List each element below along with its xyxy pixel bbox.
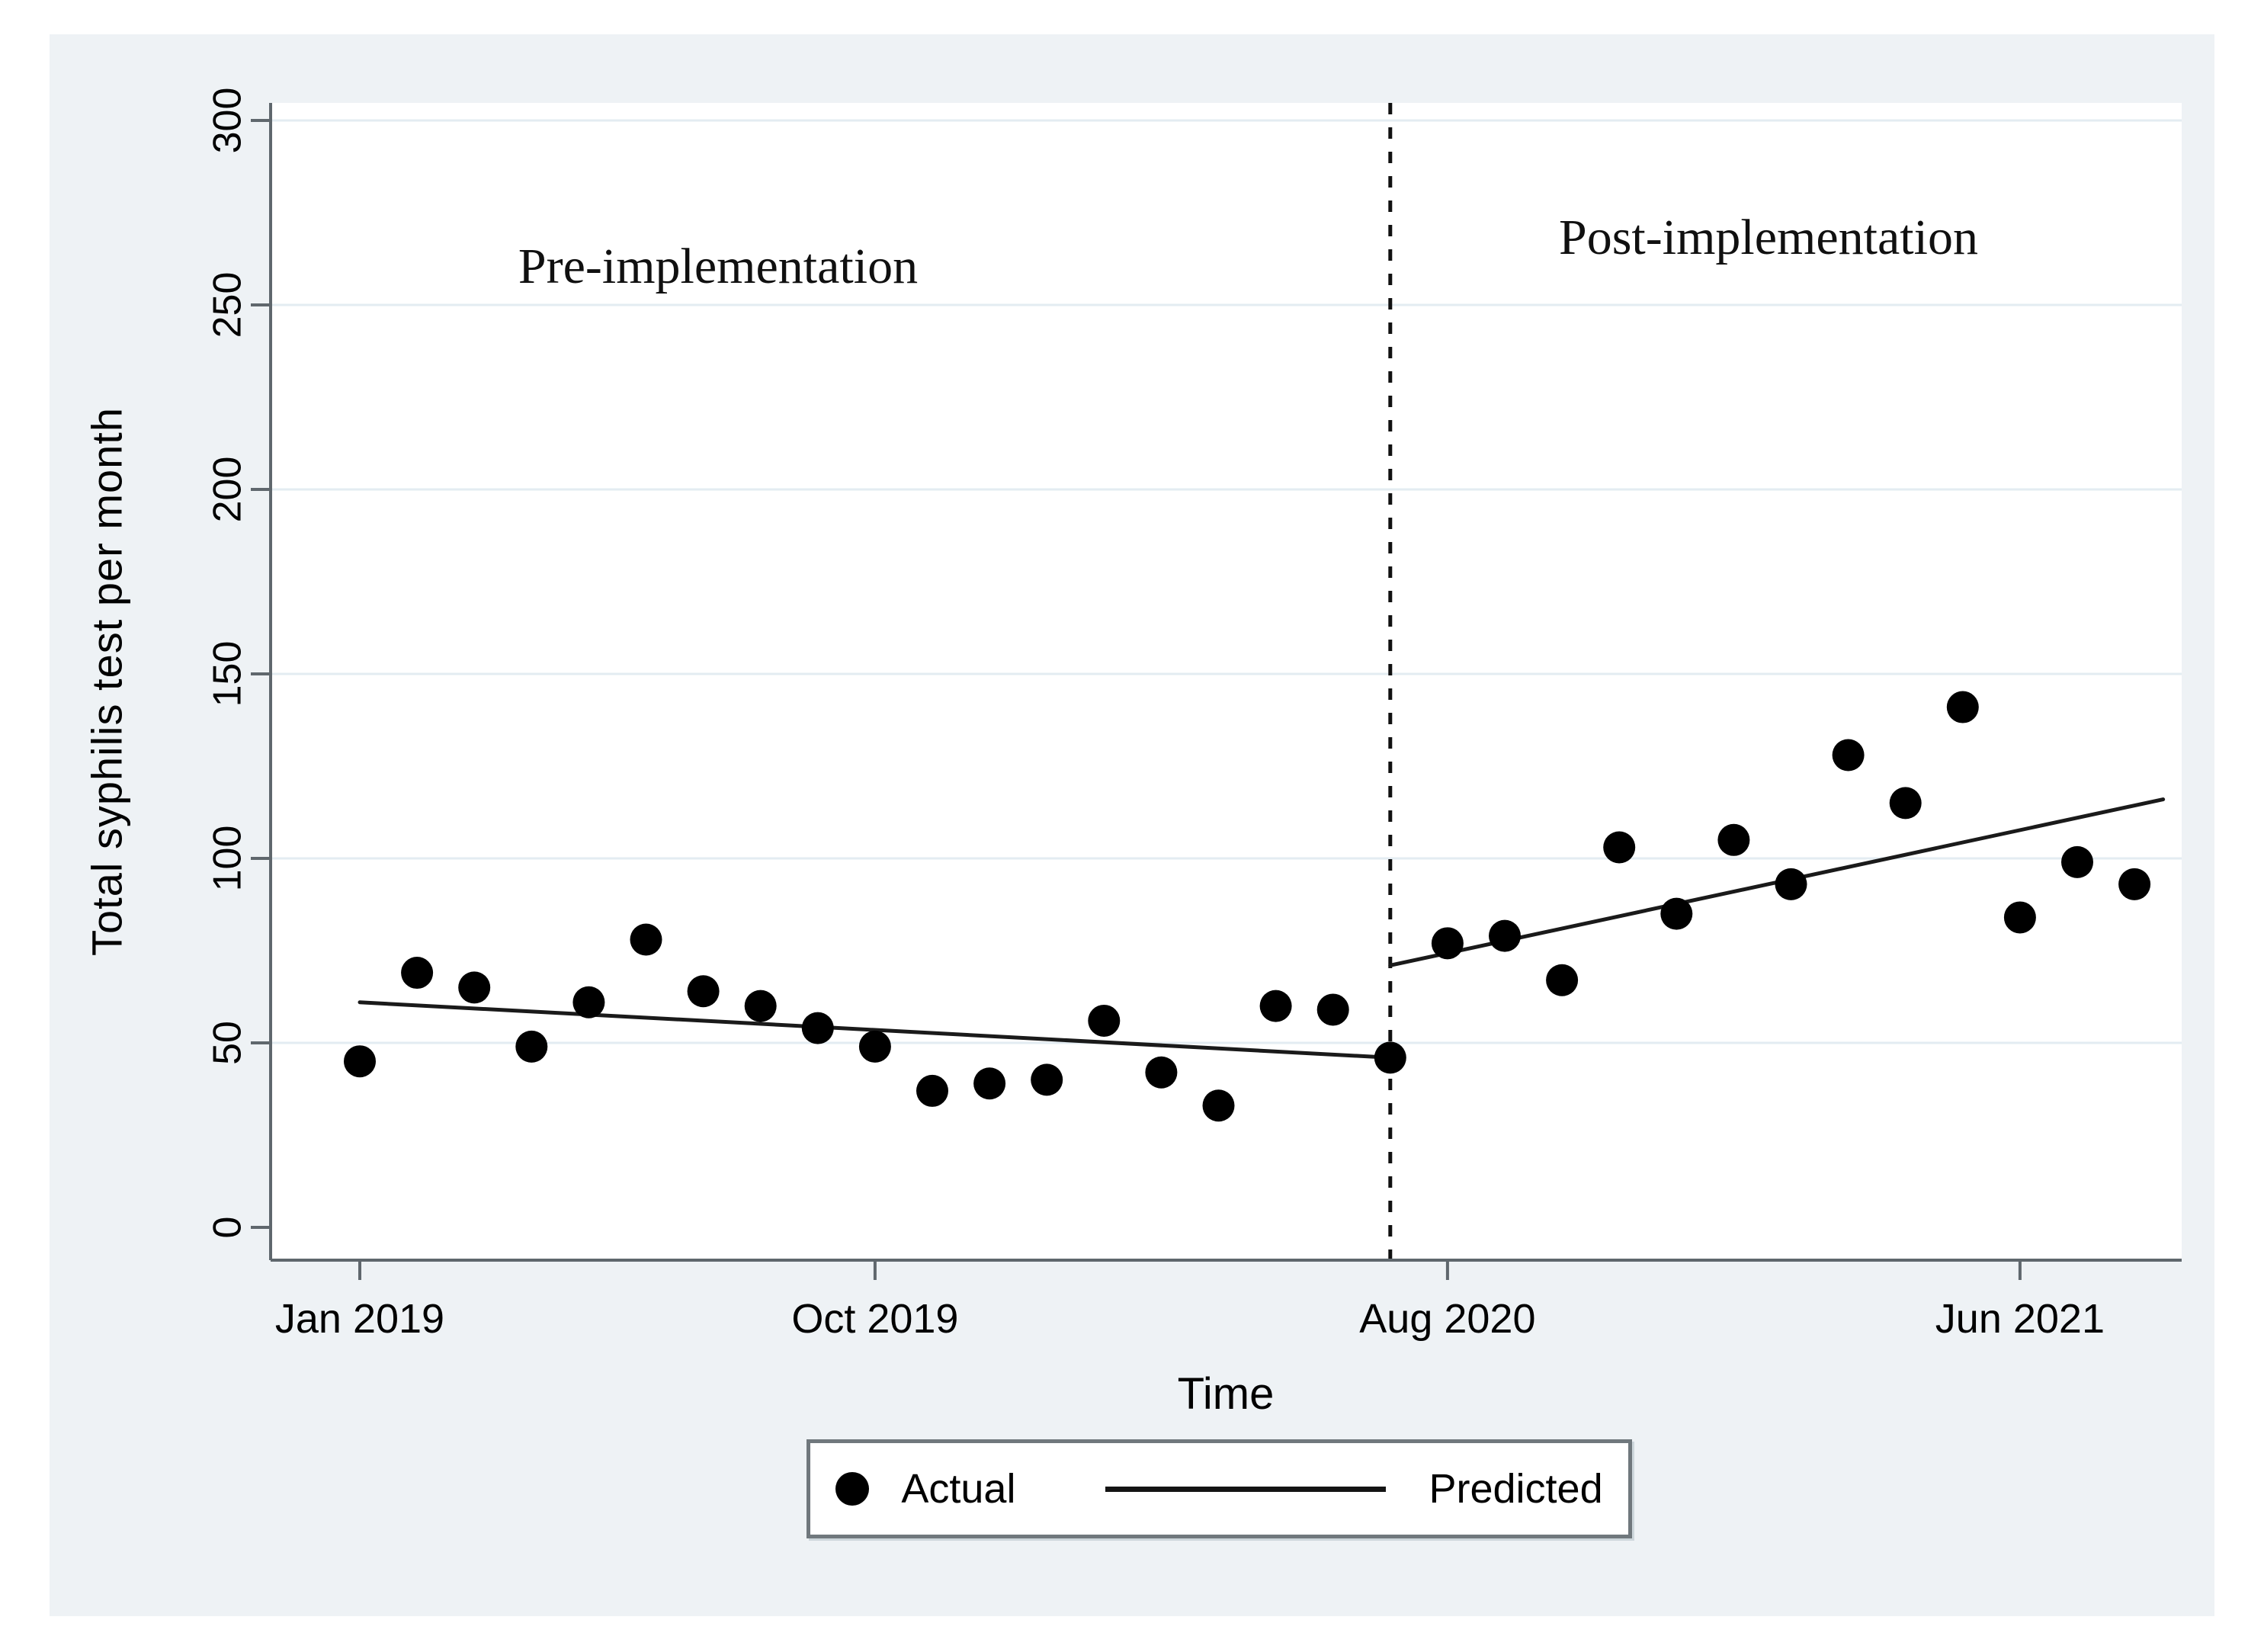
data-point [630, 923, 662, 956]
predicted-segment-pre [358, 1000, 1393, 1060]
x-tick-label-1: Oct 2019 [791, 1296, 958, 1342]
data-point [1259, 990, 1292, 1022]
predicted-line-icon [1105, 1486, 1387, 1492]
y-tick-label-0: 0 [206, 1217, 250, 1239]
data-point [1660, 897, 1693, 930]
x-tick-label-0: Jan 2019 [275, 1296, 444, 1342]
data-point [858, 1030, 891, 1063]
data-point [2118, 868, 2151, 900]
legend-label-predicted: Predicted [1429, 1466, 1603, 1512]
data-point [1374, 1041, 1406, 1074]
x-tick-label-3: Jun 2021 [1935, 1296, 2105, 1342]
data-point [1546, 964, 1579, 996]
data-point [916, 1074, 948, 1107]
annotation-pre-implementation: Pre-implementation [518, 239, 919, 294]
data-point [801, 1012, 834, 1044]
data-point [1202, 1089, 1235, 1122]
data-point [344, 1045, 376, 1078]
y-tick-label-250: 250 [206, 272, 250, 338]
y-tick-label-100: 100 [206, 826, 250, 892]
y-tick-label-150: 150 [206, 641, 250, 707]
data-point [744, 990, 777, 1022]
y-tick-label-200: 200 [206, 457, 250, 523]
data-point [1717, 823, 1750, 856]
legend: Actual Predicted [807, 1439, 1632, 1538]
x-tick-label-2: Aug 2020 [1359, 1296, 1535, 1342]
actual-marker-icon [835, 1472, 870, 1506]
data-point [1832, 739, 1865, 771]
y-tick-label-50: 50 [206, 1021, 250, 1065]
data-point [1316, 993, 1349, 1026]
data-point [572, 986, 605, 1018]
data-point [1489, 919, 1521, 952]
data-point [2003, 901, 2036, 934]
data-point [1603, 831, 1636, 864]
data-point [458, 971, 491, 1004]
annotation-post-implementation: Post-implementation [1559, 210, 1978, 265]
plot-area [271, 103, 2182, 1260]
y-axis-title: Total syphilis test per month [82, 407, 131, 956]
data-point [2061, 845, 2093, 878]
data-point [687, 975, 720, 1008]
data-point [1775, 868, 1807, 900]
data-point [401, 957, 434, 990]
data-point [515, 1030, 548, 1063]
legend-label-actual: Actual [901, 1466, 1016, 1512]
x-axis-title: Time [1177, 1369, 1275, 1419]
data-point [1088, 1004, 1121, 1037]
data-point [973, 1067, 1006, 1100]
data-point [1145, 1056, 1178, 1089]
data-point [1431, 927, 1464, 960]
y-tick-label-300: 300 [206, 88, 250, 154]
data-point [1889, 787, 1922, 820]
data-point [1946, 691, 1979, 723]
data-point [1031, 1063, 1063, 1096]
